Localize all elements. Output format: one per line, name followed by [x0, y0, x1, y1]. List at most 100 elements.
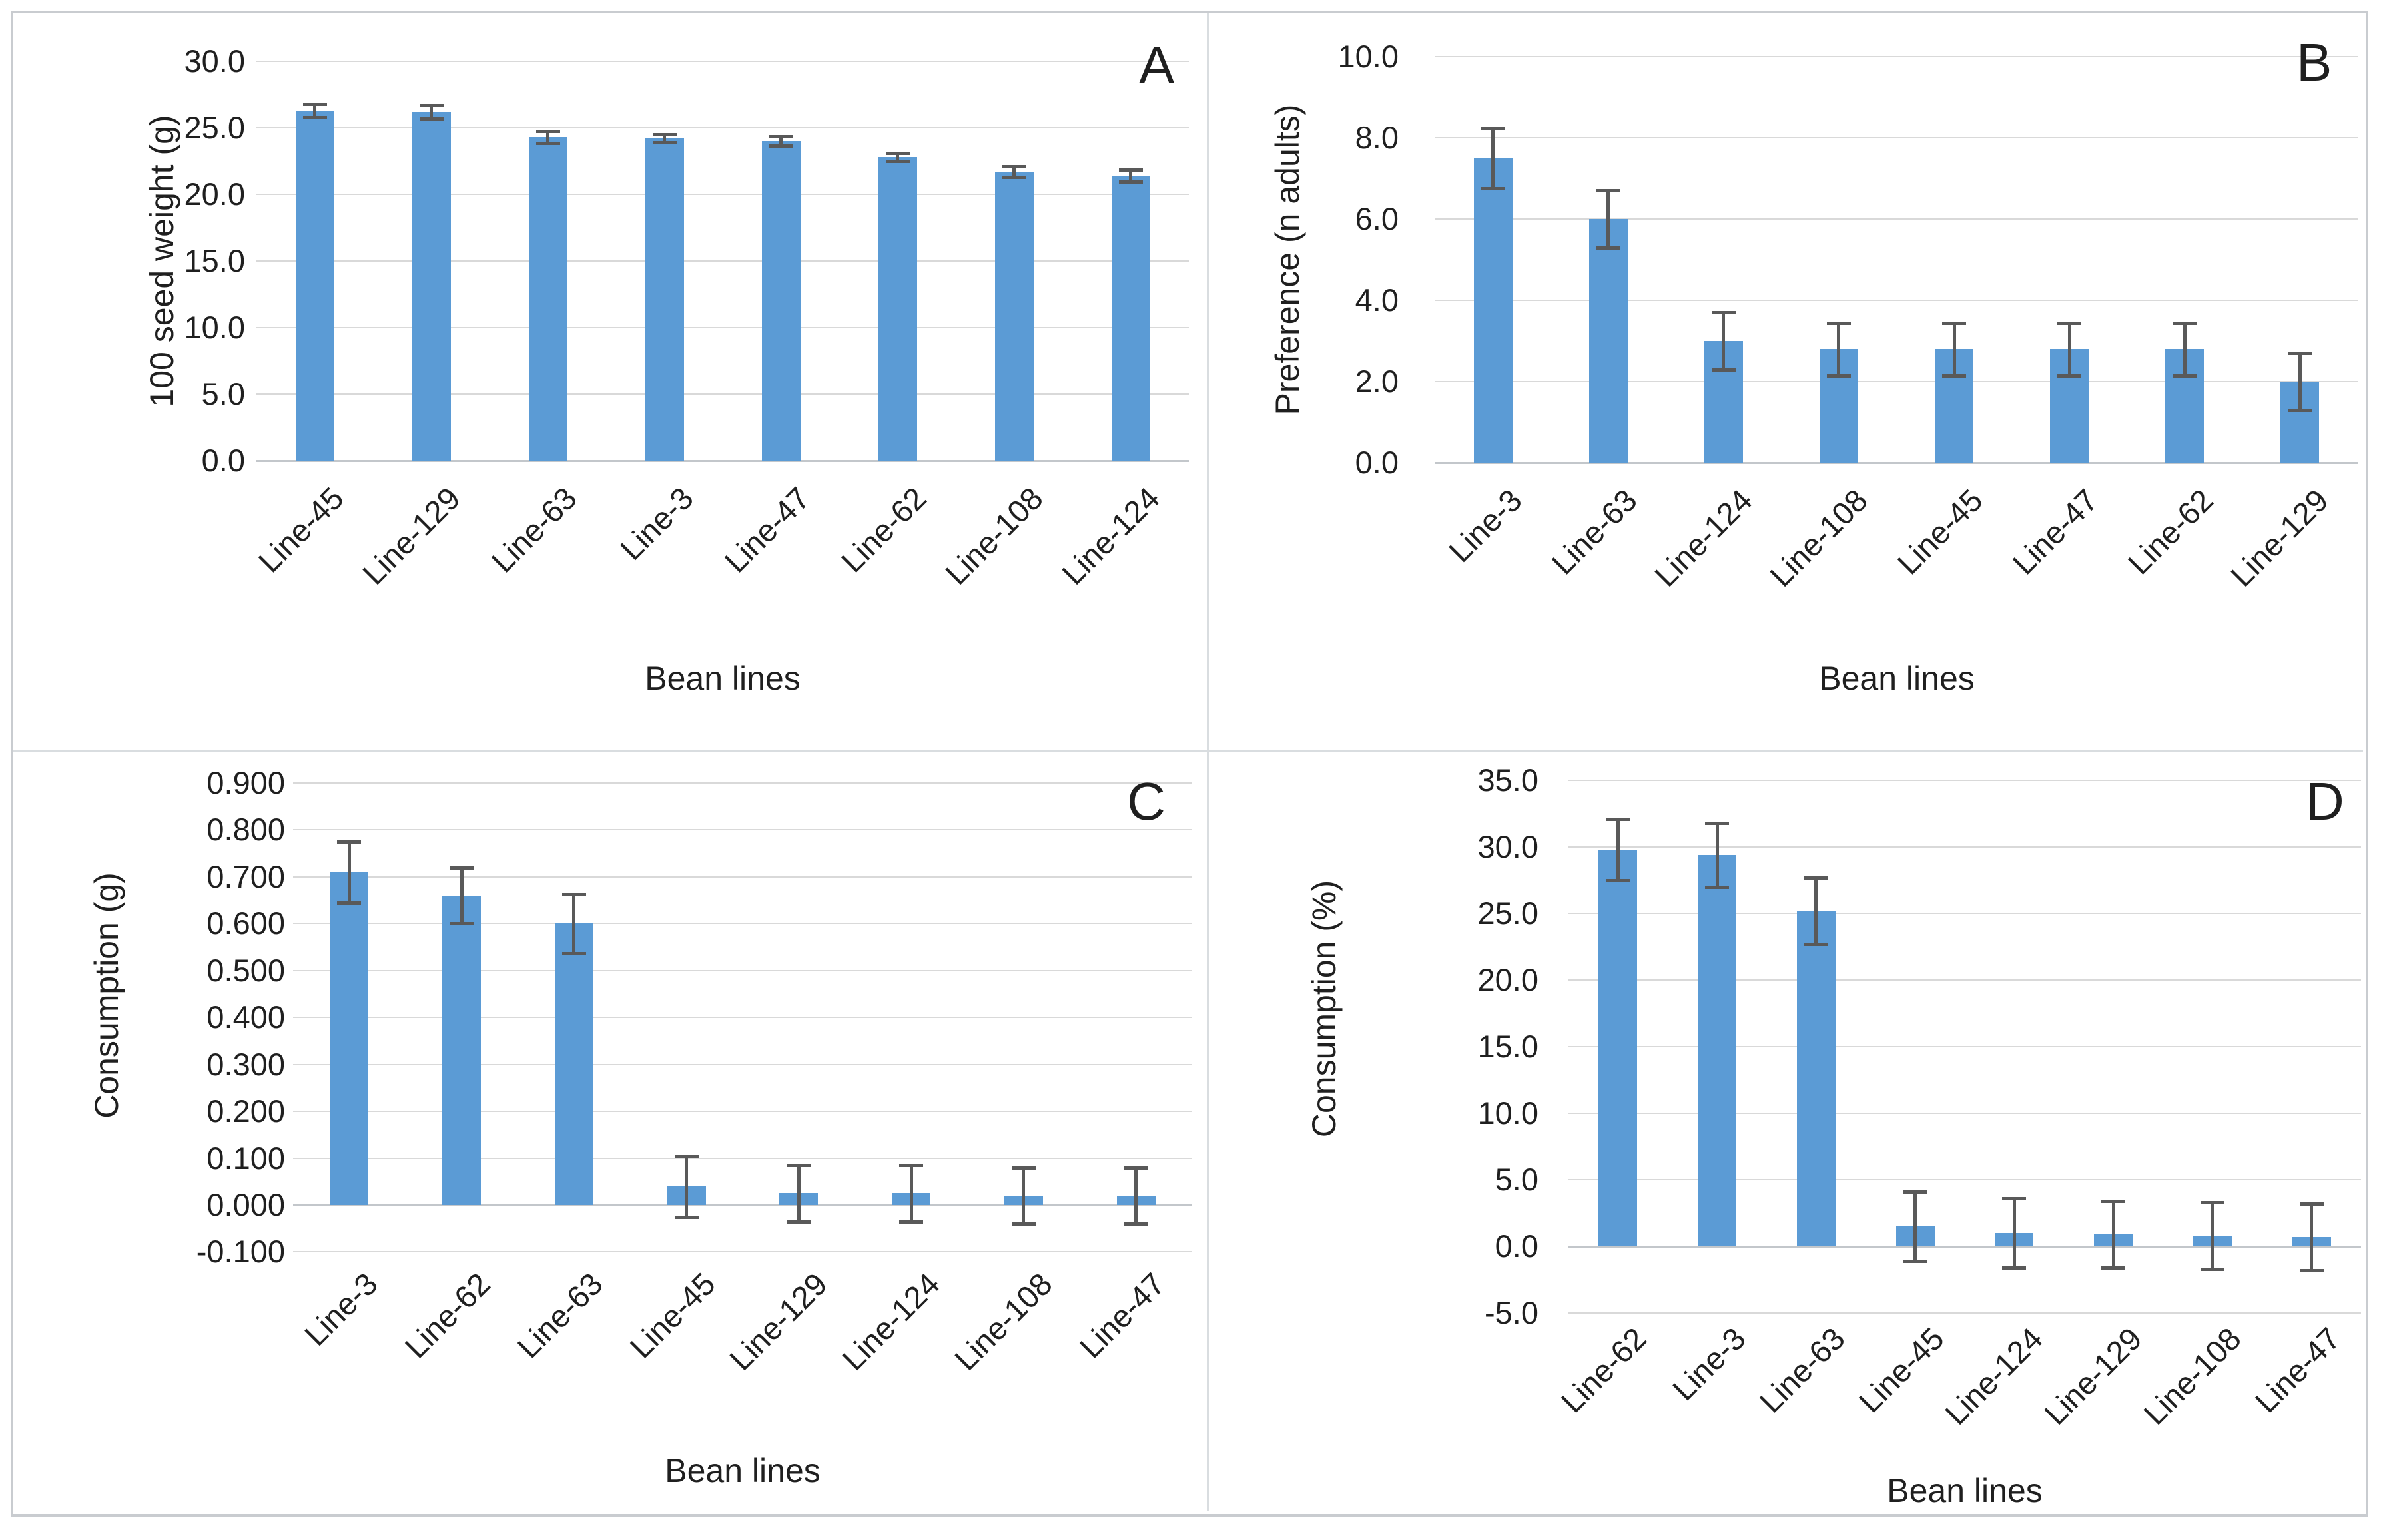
- y-axis-title: 100 seed weight (g): [143, 115, 180, 407]
- error-bar-top-cap: [561, 892, 586, 896]
- gridline: [1568, 913, 2361, 914]
- y-axis-title: Consumption (g): [88, 872, 125, 1119]
- error-bar-bottom-cap: [337, 901, 362, 905]
- error-bar: [2183, 322, 2187, 376]
- error-bar-bottom-cap: [1124, 1222, 1148, 1226]
- error-bar-bottom-cap: [1606, 879, 1630, 882]
- gridline: [256, 127, 1189, 128]
- gridline: [1435, 56, 2358, 57]
- gridline: [256, 260, 1189, 262]
- error-bar-bottom-cap: [1942, 374, 1967, 378]
- gridline: [293, 1251, 1192, 1253]
- y-tick-label: 5.0: [201, 376, 245, 411]
- bar: [994, 172, 1034, 461]
- gridline: [293, 1157, 1192, 1159]
- error-bar: [2067, 322, 2071, 376]
- error-bar: [1606, 190, 1610, 248]
- gridline: [293, 782, 1192, 784]
- error-bar: [1952, 322, 1956, 376]
- x-axis-title: Bean lines: [1819, 660, 1975, 697]
- error-bar-bottom-cap: [2200, 1268, 2224, 1271]
- error-bar: [896, 153, 899, 161]
- error-bar-top-cap: [1002, 165, 1026, 168]
- error-bar: [2012, 1198, 2016, 1268]
- y-tick-label: 0.700: [206, 858, 285, 894]
- x-axis-title: Bean lines: [1887, 1472, 2043, 1509]
- y-tick-label: 0.500: [206, 952, 285, 988]
- error-bar: [1491, 127, 1495, 189]
- error-bar-top-cap: [1942, 321, 1967, 325]
- error-bar-bottom-cap: [302, 116, 327, 119]
- error-bar-bottom-cap: [1711, 368, 1736, 372]
- gridline: [256, 194, 1189, 195]
- error-bar-bottom-cap: [2299, 1269, 2324, 1272]
- error-bar-top-cap: [2057, 321, 2082, 325]
- y-tick-label: 8.0: [1355, 120, 1399, 155]
- y-tick-label: 4.0: [1355, 282, 1399, 318]
- error-bar: [685, 1156, 689, 1217]
- y-tick-label: 35.0: [1477, 762, 1538, 798]
- y-tick-label: 0.200: [206, 1093, 285, 1129]
- error-bar: [663, 134, 666, 142]
- error-bar: [430, 105, 433, 119]
- y-tick-label: 25.0: [184, 110, 245, 145]
- y-tick-label: 30.0: [1477, 829, 1538, 864]
- horizontal-panel-divider: [13, 750, 2363, 752]
- error-bar: [1913, 1192, 1917, 1261]
- y-axis-title: Preference (n adults): [1269, 104, 1306, 415]
- error-bar: [546, 131, 549, 143]
- error-bar-top-cap: [885, 152, 910, 155]
- error-bar: [1012, 166, 1016, 177]
- panel-letter: A: [1139, 35, 1175, 95]
- y-tick-label: 0.600: [206, 905, 285, 941]
- error-bar-bottom-cap: [899, 1220, 924, 1224]
- error-bar-top-cap: [1711, 311, 1736, 315]
- gridline: [256, 61, 1189, 62]
- y-tick-label: 0.100: [206, 1140, 285, 1176]
- error-bar: [1814, 878, 1818, 944]
- error-bar: [1722, 312, 1726, 370]
- error-bar-bottom-cap: [450, 922, 474, 926]
- error-bar-bottom-cap: [535, 142, 560, 145]
- bar: [442, 896, 482, 1205]
- bar: [878, 157, 917, 461]
- bar: [1588, 219, 1628, 463]
- error-bar-top-cap: [674, 1155, 699, 1158]
- y-tick-label: 2.0: [1355, 364, 1399, 399]
- error-bar-top-cap: [302, 103, 327, 106]
- gridline: [1568, 1312, 2361, 1314]
- error-bar-top-cap: [1011, 1166, 1036, 1170]
- error-bar-bottom-cap: [2173, 374, 2197, 378]
- y-tick-label: 10.0: [1477, 1095, 1538, 1131]
- bar: [330, 872, 369, 1205]
- x-axis-title: Bean lines: [665, 1452, 821, 1489]
- error-bar-top-cap: [2288, 352, 2312, 356]
- gridline: [293, 923, 1192, 925]
- gridline: [293, 876, 1192, 878]
- y-tick-label: 10.0: [1337, 39, 1399, 74]
- error-bar: [460, 867, 464, 924]
- y-tick-label: 0.000: [206, 1187, 285, 1222]
- error-bar: [1134, 1167, 1138, 1224]
- error-bar-bottom-cap: [1011, 1222, 1036, 1226]
- x-axis-line: [1435, 461, 2358, 464]
- gridline: [1435, 137, 2358, 138]
- error-bar: [1715, 823, 1719, 887]
- error-bar-top-cap: [1804, 876, 1828, 880]
- error-bar-bottom-cap: [885, 160, 910, 163]
- error-bar-top-cap: [535, 130, 560, 133]
- gridline: [293, 1111, 1192, 1113]
- y-tick-label: 0.0: [1495, 1228, 1538, 1264]
- y-tick-label: 5.0: [1495, 1162, 1538, 1197]
- error-bar-bottom-cap: [2101, 1266, 2126, 1270]
- y-tick-label: 25.0: [1477, 896, 1538, 931]
- error-bar-top-cap: [1903, 1190, 1927, 1194]
- bar: [1698, 855, 1737, 1246]
- bar: [528, 137, 567, 461]
- error-bar-bottom-cap: [1002, 176, 1026, 179]
- error-bar-top-cap: [450, 866, 474, 870]
- gridline: [1568, 1046, 2361, 1047]
- error-bar: [1837, 322, 1841, 376]
- error-bar-top-cap: [1705, 822, 1730, 825]
